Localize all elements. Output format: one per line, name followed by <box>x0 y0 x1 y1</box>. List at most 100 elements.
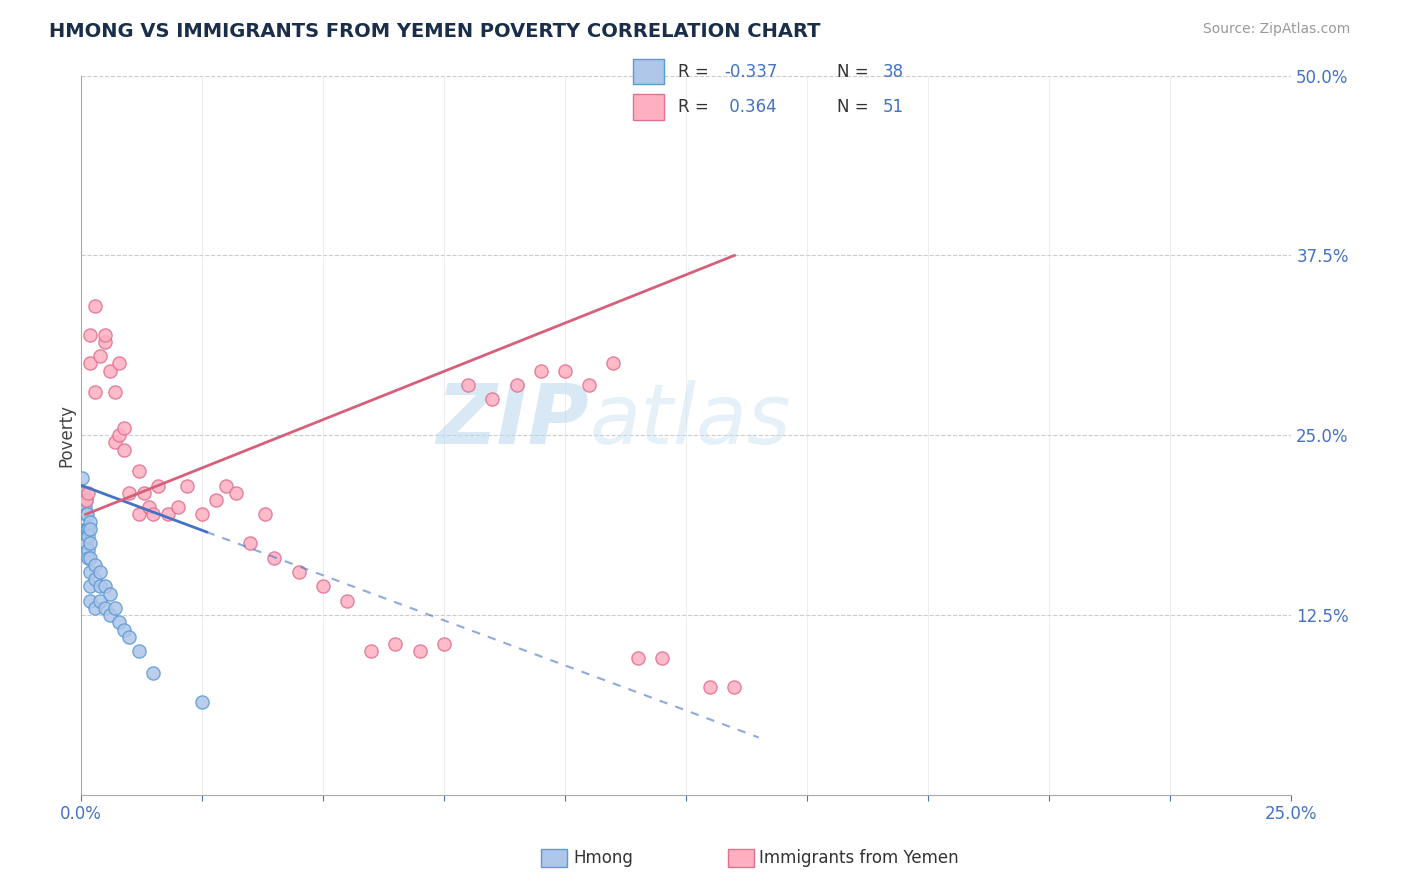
Point <box>128 644 150 658</box>
Point <box>263 550 285 565</box>
Point <box>70 471 93 485</box>
Text: 0.364: 0.364 <box>724 98 776 116</box>
Point <box>84 572 107 586</box>
Point <box>104 601 127 615</box>
Point <box>94 579 117 593</box>
Point <box>72 500 94 515</box>
Point <box>191 508 214 522</box>
Point <box>312 579 335 593</box>
Point <box>79 565 101 579</box>
FancyBboxPatch shape <box>633 94 664 120</box>
Point <box>142 665 165 680</box>
Text: atlas: atlas <box>589 380 790 461</box>
Point <box>602 356 624 370</box>
Point <box>253 508 276 522</box>
Point <box>98 586 121 600</box>
Point <box>108 428 131 442</box>
Point <box>104 435 127 450</box>
Point <box>287 565 309 579</box>
Point <box>77 486 100 500</box>
Text: ZIP: ZIP <box>436 380 589 461</box>
Point <box>79 550 101 565</box>
Point <box>75 493 97 508</box>
Point <box>530 363 553 377</box>
Text: 51: 51 <box>883 98 904 116</box>
Point <box>118 486 141 500</box>
Point <box>409 644 432 658</box>
Point <box>84 299 107 313</box>
Point <box>156 508 179 522</box>
Point <box>225 486 247 500</box>
Point <box>723 680 745 694</box>
Point <box>104 385 127 400</box>
Point <box>384 637 406 651</box>
Text: R =: R = <box>678 62 714 80</box>
Point <box>112 623 135 637</box>
Y-axis label: Poverty: Poverty <box>58 404 75 467</box>
Point <box>166 500 188 515</box>
Point <box>215 478 238 492</box>
Point <box>578 378 600 392</box>
Point <box>433 637 456 651</box>
Text: Hmong: Hmong <box>574 849 634 867</box>
Point <box>457 378 479 392</box>
Point <box>89 594 111 608</box>
Point <box>79 536 101 550</box>
Point <box>132 486 155 500</box>
Text: Immigrants from Yemen: Immigrants from Yemen <box>759 849 959 867</box>
Point <box>79 515 101 529</box>
Point <box>89 349 111 363</box>
Point <box>79 327 101 342</box>
Text: HMONG VS IMMIGRANTS FROM YEMEN POVERTY CORRELATION CHART: HMONG VS IMMIGRANTS FROM YEMEN POVERTY C… <box>49 22 821 41</box>
Point <box>79 356 101 370</box>
Point <box>73 500 96 515</box>
Point <box>77 550 100 565</box>
Text: 38: 38 <box>883 62 904 80</box>
Point <box>75 493 97 508</box>
Text: -0.337: -0.337 <box>724 62 778 80</box>
Point <box>94 334 117 349</box>
Point <box>108 615 131 630</box>
Point <box>360 644 382 658</box>
Point <box>94 327 117 342</box>
Point <box>79 522 101 536</box>
Point <box>191 694 214 708</box>
Point <box>118 630 141 644</box>
Point <box>84 601 107 615</box>
Point <box>336 594 359 608</box>
Point <box>481 392 503 407</box>
Point <box>108 356 131 370</box>
Point <box>176 478 198 492</box>
Point <box>98 608 121 623</box>
Text: R =: R = <box>678 98 714 116</box>
Point <box>89 579 111 593</box>
Point <box>76 522 98 536</box>
Point <box>77 529 100 543</box>
Point <box>75 508 97 522</box>
Point <box>94 601 117 615</box>
FancyBboxPatch shape <box>633 59 664 85</box>
Point <box>89 565 111 579</box>
Point <box>84 385 107 400</box>
Point <box>148 478 170 492</box>
Point <box>76 508 98 522</box>
Point <box>77 543 100 558</box>
Text: N =: N = <box>837 62 873 80</box>
Point <box>112 442 135 457</box>
Point <box>84 558 107 572</box>
Point <box>128 508 150 522</box>
Point <box>554 363 576 377</box>
Point <box>98 363 121 377</box>
Point <box>72 486 94 500</box>
Point <box>205 493 228 508</box>
Point <box>75 522 97 536</box>
Point <box>699 680 721 694</box>
Point <box>142 508 165 522</box>
Point <box>112 421 135 435</box>
Point <box>138 500 160 515</box>
Text: Source: ZipAtlas.com: Source: ZipAtlas.com <box>1202 22 1350 37</box>
Text: N =: N = <box>837 98 873 116</box>
Point <box>79 594 101 608</box>
Point <box>651 651 673 665</box>
Point <box>79 579 101 593</box>
